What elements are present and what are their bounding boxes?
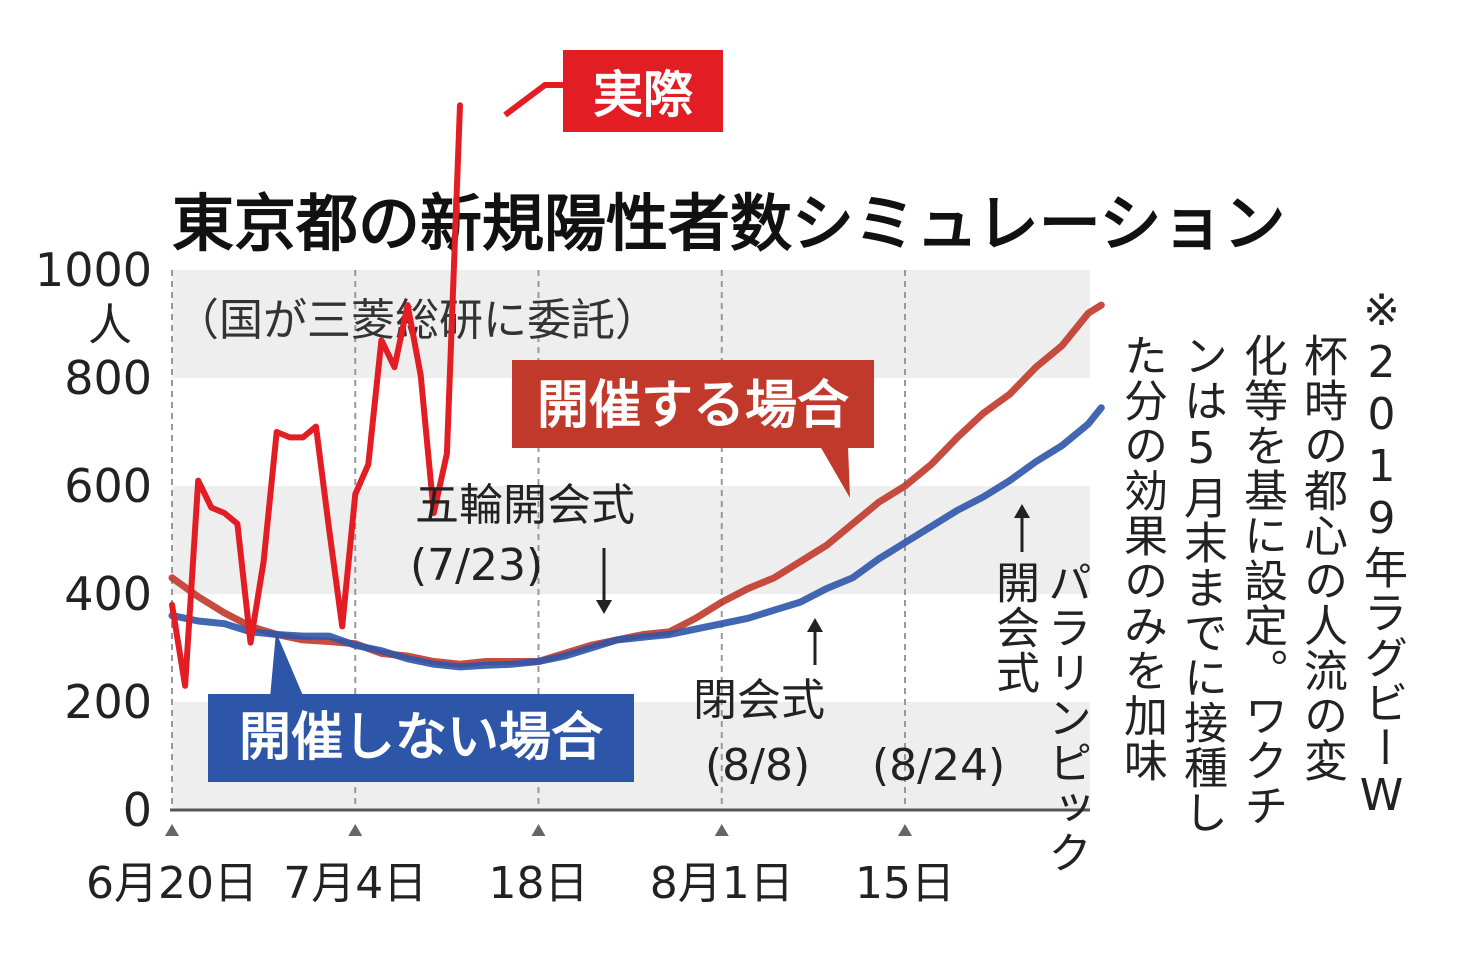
held-label-text: 開催する場合 [537, 376, 849, 436]
note-line: ンは5月末までに接種し [1176, 333, 1227, 835]
y-tick-label: 600 [64, 459, 152, 513]
olympic-opening-date: (7/23) [410, 540, 543, 591]
note-line: ※2019年ラグビーW [1356, 285, 1407, 822]
chart-title: 東京都の新規陽性者数シミュレーション [172, 187, 1286, 260]
x-tick-label: 18日 [489, 858, 589, 909]
x-tick-label: 6月20日 [86, 858, 258, 909]
olympic-opening-label: 五輪開会式 [415, 480, 635, 531]
olympic-opening-arrow [596, 548, 612, 614]
olympic-closing-date: (8/8) [705, 740, 810, 791]
chart-subtitle: （国が三菱総研に委託） [175, 295, 659, 346]
held-label: 開催する場合 [512, 360, 874, 498]
olympic-closing-label: 閉会式 [693, 675, 825, 726]
note-line: 杯時の都心の人流の変 [1296, 333, 1347, 783]
note: ※2019年ラグビーW 杯時の都心の人流の変 化等を基に設定。ワクチ ンは5月末… [1112, 285, 1412, 925]
olympic-closing-arrow [807, 618, 823, 665]
series-line-actual [169, 102, 463, 689]
note-line: た分の効果のみを加味 [1116, 333, 1167, 783]
paralympic-name: パラリンピック [1040, 560, 1091, 875]
x-tick-marker [531, 824, 546, 836]
not-held-label: 開催しない場合 [208, 632, 634, 782]
actual-label-text: 実際 [593, 66, 693, 124]
paralympic-event: 開会式 [988, 560, 1039, 695]
y-tick-label: 1000 [35, 243, 152, 297]
series-lines [168, 102, 1105, 689]
x-tick-marker [348, 824, 363, 836]
x-tick-label: 8月1日 [650, 858, 794, 909]
actual-label: 実際 [503, 50, 723, 132]
x-tick-marker [714, 824, 729, 836]
y-tick-label: 800 [64, 351, 152, 405]
y-tick-label: 400 [64, 567, 152, 621]
x-tick-label: 7月4日 [283, 858, 427, 909]
x-tick-label: 15日 [855, 858, 955, 909]
not-held-label-text: 開催しない場合 [239, 708, 603, 768]
paralympic-opening-arrow [1014, 504, 1030, 552]
x-tick-labels: 6月20日 7月4日 18日 8月1日 15日 [86, 824, 955, 909]
y-tick-labels: 0 200 400 600 800 1000 [35, 243, 152, 837]
x-tick-marker [898, 824, 912, 836]
y-tick-label: 200 [64, 675, 152, 729]
x-tick-marker [165, 824, 179, 836]
series-line-not-held [168, 404, 1105, 671]
y-tick-label: 0 [123, 783, 152, 837]
y-axis-unit: 人 [88, 300, 132, 351]
note-line: 化等を基に設定。ワクチ [1236, 333, 1287, 828]
paralympic-date: (8/24) [872, 740, 1005, 791]
